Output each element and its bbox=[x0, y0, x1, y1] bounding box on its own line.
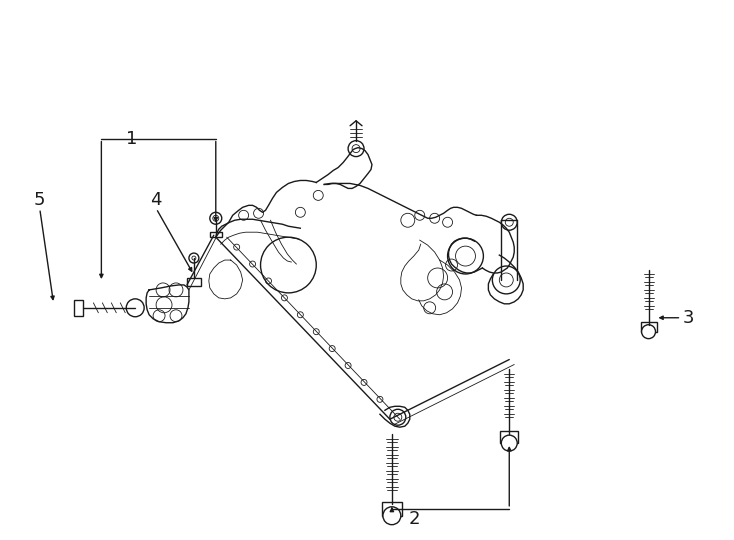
Text: 3: 3 bbox=[683, 309, 694, 327]
Text: 4: 4 bbox=[150, 191, 161, 210]
Circle shape bbox=[189, 253, 199, 263]
Polygon shape bbox=[641, 322, 656, 332]
Polygon shape bbox=[501, 431, 518, 443]
Polygon shape bbox=[382, 502, 401, 516]
Polygon shape bbox=[73, 300, 84, 316]
Circle shape bbox=[501, 435, 517, 451]
Text: 2: 2 bbox=[409, 510, 421, 528]
Circle shape bbox=[642, 325, 655, 339]
Text: 1: 1 bbox=[126, 130, 137, 147]
Text: 5: 5 bbox=[34, 191, 46, 210]
Circle shape bbox=[383, 507, 401, 525]
